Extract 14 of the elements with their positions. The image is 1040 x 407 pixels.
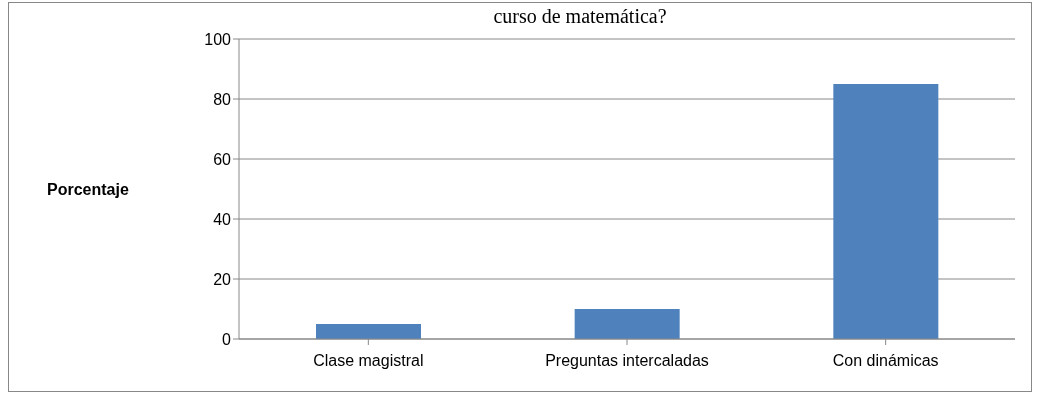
y-tick-label: 100: [204, 30, 232, 48]
bar: [316, 324, 421, 339]
y-tick-label: 80: [213, 90, 232, 108]
chart-title: curso de matemática?: [492, 4, 668, 29]
y-tick-label: 40: [213, 210, 232, 228]
x-tick-label: Preguntas intercaladas: [545, 352, 709, 370]
bar: [833, 84, 939, 339]
y-tick-label: 60: [213, 150, 232, 168]
x-tick-label: Clase magistral: [313, 352, 424, 370]
bar: [574, 309, 680, 339]
y-axis-title: Porcentaje: [47, 181, 129, 199]
y-tick-label: 20: [213, 270, 232, 288]
y-tick-label: 0: [222, 330, 232, 348]
x-tick-label: Con dinámicas: [832, 352, 939, 370]
